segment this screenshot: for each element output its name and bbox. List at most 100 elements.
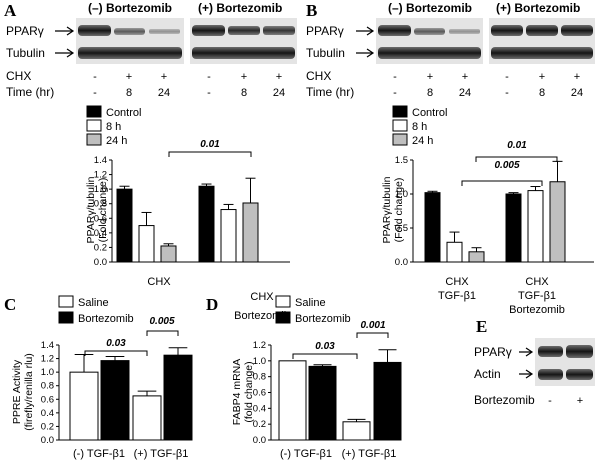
- cond-value: -: [548, 395, 552, 407]
- bar: [527, 190, 544, 263]
- blot-band: [192, 47, 295, 59]
- cond-value: -: [393, 87, 397, 99]
- arrow-icon: [519, 347, 534, 357]
- chart-d: 0.0 0.2 0.4 0.6 0.8 1.0 1.2 FABP4 mRNA (fold cha…: [231, 295, 402, 460]
- y-tick-label: 0.0: [94, 257, 107, 268]
- y-tick-label: 1.0: [94, 184, 107, 195]
- legend-swatch: [392, 133, 408, 146]
- panel-b-group-neg: (–) Bortezomib: [388, 1, 472, 15]
- group-label: CHX: [525, 276, 549, 288]
- y-tick-label: 0.8: [41, 381, 54, 392]
- y-tick-label: 1.2: [41, 354, 54, 365]
- cond-value: +: [276, 71, 282, 83]
- panel-b-row2-label: Tubulin: [306, 46, 345, 60]
- p-value-label: 0.01: [200, 139, 220, 150]
- blot-band: [491, 25, 523, 36]
- y-tick-label: 1.2: [253, 340, 266, 351]
- y-axis-label-line: (fold change): [243, 361, 255, 422]
- bar: [132, 395, 162, 441]
- legend-label: Control: [106, 107, 141, 119]
- bar: [198, 185, 215, 263]
- p-value-label: 0.03: [315, 341, 335, 352]
- blot-band: [526, 25, 558, 36]
- y-tick-label: 1.4: [41, 340, 54, 351]
- y-tick-label: 1.0: [253, 356, 266, 367]
- cond-value: +: [161, 71, 167, 83]
- y-axis-label-line: (Fold change): [393, 178, 405, 243]
- legend-swatch: [86, 105, 102, 118]
- legend-swatch: [275, 295, 291, 308]
- y-tick-label: 1.0: [41, 367, 54, 378]
- group-label: (-) TGF-β1: [280, 448, 332, 460]
- bar: [446, 241, 463, 263]
- panel-a-row2-label: Tubulin: [6, 46, 45, 60]
- cond-value: 8: [126, 87, 132, 99]
- y-tick-label: 1.4: [94, 155, 107, 166]
- y-axis-label: PPARγ/tubulin (Fold change): [85, 176, 109, 243]
- legend-label: 8 h: [106, 121, 121, 133]
- cond-value: +: [539, 71, 545, 83]
- panel-e-cond-label: Bortezomib: [474, 393, 535, 407]
- blot-band: [228, 26, 260, 35]
- y-tick-label: 0.4: [94, 228, 107, 239]
- legend-swatch: [392, 105, 408, 118]
- bar: [278, 360, 307, 441]
- legend-swatch: [275, 311, 291, 324]
- blot-band: [78, 47, 182, 59]
- cond-value: +: [241, 71, 247, 83]
- legend-label: 8 h: [412, 121, 427, 133]
- y-tick-label: 0.0: [395, 257, 408, 268]
- blot-band: [114, 28, 145, 35]
- blot-band: [566, 345, 593, 358]
- arrow-icon: [55, 26, 75, 36]
- panel-a-row1-label: PPARγ: [6, 24, 44, 38]
- y-axis-label-line: (firefly/renilla rlu): [23, 353, 35, 431]
- bar: [220, 209, 237, 263]
- cond-value: 8: [539, 87, 545, 99]
- cond-value: +: [126, 71, 132, 83]
- panel-letter-a: A: [4, 1, 17, 20]
- panel-a-group-neg: (–) Bortezomib: [88, 1, 172, 15]
- legend-swatch: [392, 119, 408, 132]
- panel-b-group-pos: (+) Bortezomib: [496, 1, 580, 15]
- cond-value: -: [93, 87, 97, 99]
- group-label: CHX: [147, 276, 171, 288]
- group-label: TGF-β1: [438, 290, 476, 302]
- cond-value: 8: [427, 87, 433, 99]
- group-label: Bortezomib: [509, 304, 565, 316]
- arrow-icon: [55, 48, 75, 58]
- y-tick-label: 0.4: [253, 403, 266, 414]
- bar: [549, 181, 566, 263]
- y-tick-label: 0.0: [253, 435, 266, 446]
- y-axis-label-line: FABP4 mRNA: [231, 359, 243, 426]
- cond-value: -: [393, 71, 397, 83]
- bar: [505, 193, 522, 263]
- panel-a-blot: A (–) Bortezomib (+) Bortezomib PPARγ Tu…: [4, 1, 297, 99]
- y-axis-label-line: PPARγ/tubulin: [381, 176, 393, 243]
- significance-bracket: [84, 350, 148, 356]
- group-label: CHX: [250, 291, 274, 303]
- bar: [138, 225, 155, 263]
- panel-letter-d: D: [206, 295, 218, 314]
- panel-a-cond-label-1: CHX: [6, 69, 31, 83]
- blot-band: [414, 28, 445, 35]
- significance-bracket: [475, 156, 558, 162]
- cond-value: -: [207, 71, 211, 83]
- bar: [163, 354, 193, 441]
- blot-band: [561, 25, 593, 36]
- bar: [424, 192, 441, 263]
- legend-label: 24 h: [106, 135, 127, 147]
- bar: [160, 245, 177, 263]
- legend-swatch: [86, 119, 102, 132]
- panel-b-row1-label: PPARγ: [306, 24, 344, 38]
- y-axis-label: FABP4 mRNA (fold change): [231, 359, 255, 426]
- bar: [308, 365, 337, 441]
- y-tick-label: 0.2: [94, 242, 107, 253]
- group-label: (-) TGF-β1: [73, 448, 125, 460]
- p-value-label: 0.03: [106, 338, 126, 349]
- y-axis-label: PPRE Activity (firefly/renilla rlu): [11, 353, 35, 431]
- y-tick-label: 1.2: [94, 170, 107, 181]
- y-tick-label: 0.8: [94, 199, 107, 210]
